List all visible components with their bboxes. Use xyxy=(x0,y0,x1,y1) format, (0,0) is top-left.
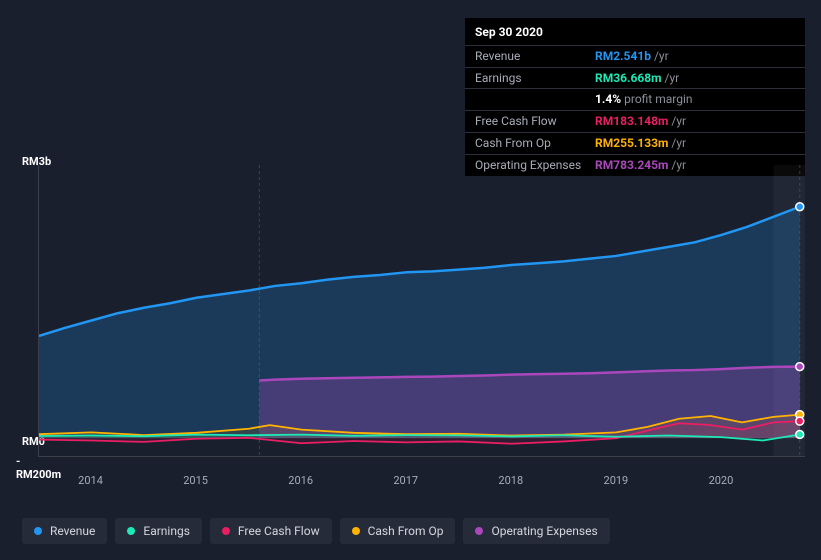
tooltip-row: 1.4%profit margin xyxy=(465,88,805,110)
tooltip-row-label: Revenue xyxy=(475,48,595,65)
tooltip-row-label: Cash From Op xyxy=(475,135,595,152)
legend-label: Earnings xyxy=(143,524,190,538)
tooltip-row-value: RM255.133m/yr xyxy=(595,135,795,152)
legend-dot-icon xyxy=(127,527,135,535)
legend-dot-icon xyxy=(222,527,230,535)
legend-item-revenue[interactable]: Revenue xyxy=(22,518,107,544)
x-axis-tick: 2020 xyxy=(709,474,734,487)
x-axis-tick: 2015 xyxy=(183,474,208,487)
x-axis: 2014 2015 2016 2017 2018 2019 2020 xyxy=(38,470,805,490)
legend-label: Revenue xyxy=(50,524,95,538)
legend-dot-icon xyxy=(475,527,483,535)
tooltip-row-value: 1.4%profit margin xyxy=(595,91,795,108)
y-axis-label-min: -RM200m xyxy=(16,455,32,481)
legend-item-free-cash-flow[interactable]: Free Cash Flow xyxy=(210,518,332,544)
tooltip-row-value: RM36.668m/yr xyxy=(595,70,795,87)
tooltip-row-label: Free Cash Flow xyxy=(475,113,595,130)
chart-plot-area[interactable] xyxy=(38,165,805,457)
legend-dot-icon xyxy=(34,527,42,535)
x-axis-tick: 2017 xyxy=(393,474,418,487)
x-axis-tick: 2016 xyxy=(288,474,313,487)
legend-label: Free Cash Flow xyxy=(238,524,320,538)
legend-label: Operating Expenses xyxy=(491,524,597,538)
x-axis-tick: 2018 xyxy=(498,474,523,487)
tooltip-row-value: RM2.541b/yr xyxy=(595,48,795,65)
legend-label: Cash From Op xyxy=(368,524,444,538)
tooltip-row-label: Earnings xyxy=(475,70,595,87)
chart-legend: Revenue Earnings Free Cash Flow Cash From O… xyxy=(22,518,805,544)
tooltip-row: RevenueRM2.541b/yr xyxy=(465,45,805,67)
tooltip-row: Cash From OpRM255.133m/yr xyxy=(465,132,805,154)
tooltip-row-label xyxy=(475,91,595,108)
tooltip-row: EarningsRM36.668m/yr xyxy=(465,67,805,89)
y-axis-label-max: RM3b xyxy=(22,155,32,168)
y-axis-label-zero: RM0 xyxy=(22,435,32,448)
legend-item-earnings[interactable]: Earnings xyxy=(115,518,202,544)
financial-chart: RM3b RM0 -RM200m 20142015201620172018201… xyxy=(16,155,805,505)
legend-item-operating-expenses[interactable]: Operating Expenses xyxy=(463,518,609,544)
legend-item-cash-from-op[interactable]: Cash From Op xyxy=(340,518,456,544)
tooltip-row-value: RM183.148m/yr xyxy=(595,113,795,130)
tooltip-row: Free Cash FlowRM183.148m/yr xyxy=(465,110,805,132)
tooltip-date: Sep 30 2020 xyxy=(465,18,805,45)
x-axis-tick: 2014 xyxy=(78,474,103,487)
legend-dot-icon xyxy=(352,527,360,535)
x-axis-tick: 2019 xyxy=(604,474,629,487)
chart-tooltip: Sep 30 2020 RevenueRM2.541b/yrEarningsRM… xyxy=(465,18,805,176)
